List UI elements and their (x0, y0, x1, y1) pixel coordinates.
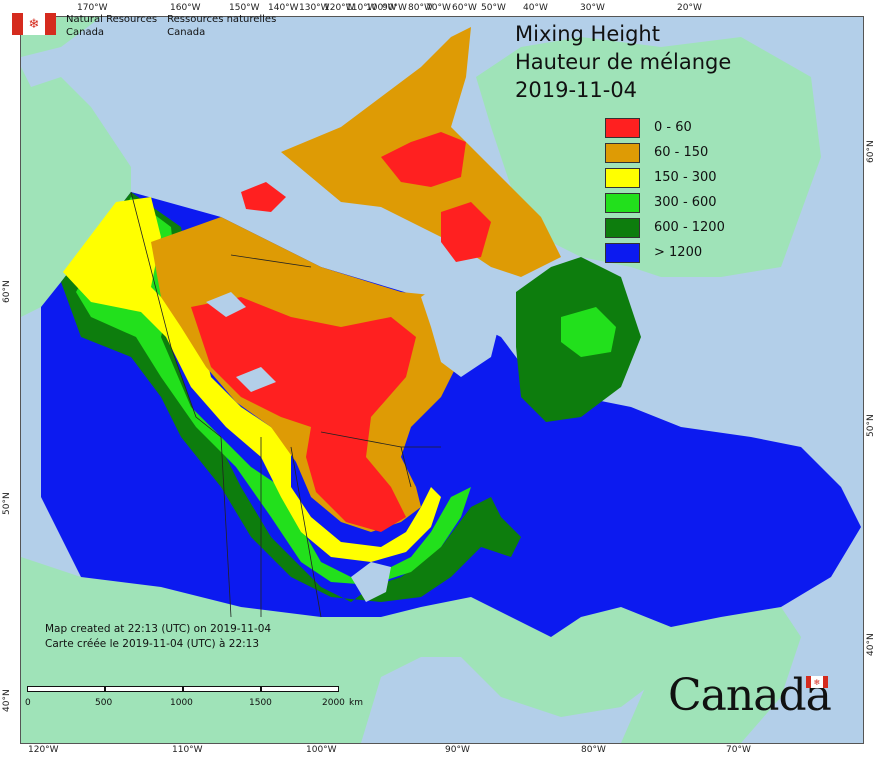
agency-fr-line2: Canada (167, 27, 206, 38)
legend-label: > 1200 (654, 245, 703, 260)
zone-150-300 (63, 197, 441, 562)
legend-label: 600 - 1200 (654, 220, 725, 235)
legend-item: 150 - 300 (605, 165, 725, 190)
legend-swatch (605, 192, 640, 213)
legend-item: > 1200 (605, 240, 725, 265)
scale-label: 0 (25, 698, 31, 708)
graticule-label-bottom: 110°W (172, 745, 203, 755)
graticule-label-top: 50°W (481, 3, 506, 13)
graticule-label-bottom: 120°W (28, 745, 59, 755)
graticule-label-top: 70°W (426, 3, 451, 13)
graticule-label-top: 90°W (382, 3, 407, 13)
greenland-land (476, 37, 821, 277)
scale-label: 500 (95, 698, 113, 708)
graticule-label-right: 50°N (866, 414, 876, 437)
canada-flag-icon: ❄ (12, 13, 56, 35)
legend: 0 - 60 60 - 150 150 - 300 300 - 600 600 - 12… (605, 115, 725, 265)
graticule-label-bottom: 80°W (581, 745, 606, 755)
zone-0-60-baffin (441, 202, 491, 262)
agency-name-en: Natural Resources Canada (66, 13, 157, 39)
scale-label: 2000 (322, 698, 345, 708)
legend-swatch (605, 217, 640, 238)
title-en: Mixing Height (515, 22, 660, 46)
agency-signature: ❄ Natural Resources Canada Ressources na… (12, 13, 276, 39)
canada-wordmark: Canada (668, 670, 832, 721)
agency-fr-line1: Ressources naturelles (167, 14, 277, 25)
hudson-bay (421, 277, 501, 377)
province-borders (130, 191, 441, 618)
zone-0-60-arctic (381, 132, 466, 187)
graticule-label-top: 170°W (77, 3, 108, 13)
map-creation-note: Map created at 22:13 (UTC) on 2019-11-04… (45, 622, 271, 652)
legend-item: 300 - 600 (605, 190, 725, 215)
graticule-label-top: 150°W (229, 3, 260, 13)
great-slave-lake (236, 367, 276, 392)
legend-swatch (605, 142, 640, 163)
zone-0-60-islands (241, 182, 286, 212)
legend-swatch (605, 242, 640, 263)
legend-label: 300 - 600 (654, 195, 717, 210)
agency-name-fr: Ressources naturelles Canada (167, 13, 276, 39)
legend-swatch (605, 167, 640, 188)
legend-item: 60 - 150 (605, 140, 725, 165)
graticule-label-left: 60°N (2, 280, 12, 303)
scale-segment (27, 686, 105, 692)
great-lakes (351, 562, 391, 602)
graticule-label-bottom: 100°W (306, 745, 337, 755)
scale-segment (105, 686, 183, 692)
graticule-label-top: 30°W (580, 3, 605, 13)
graticule-label-top: 20°W (677, 3, 702, 13)
scale-segment (261, 686, 339, 692)
graticule-label-top: 160°W (170, 3, 201, 13)
legend-swatch (605, 117, 640, 138)
scale-label: 1500 (249, 698, 272, 708)
agency-en-line1: Natural Resources (66, 14, 158, 25)
creation-note-en: Map created at 22:13 (UTC) on 2019-11-04 (45, 623, 272, 635)
zone-0-60 (191, 297, 416, 532)
graticule-label-top: 130°W (299, 3, 330, 13)
map-title: Mixing Height Hauteur de mélange 2019-11… (515, 20, 731, 104)
legend-label: 60 - 150 (654, 145, 709, 160)
scale-unit: km (349, 698, 363, 708)
title-date: 2019-11-04 (515, 78, 638, 102)
scale-bar: 0 500 1000 1500 2000 km (25, 686, 363, 708)
graticule-label-top: 110°W (346, 3, 377, 13)
legend-label: 150 - 300 (654, 170, 717, 185)
canada-wordmark-flag-icon: ❄ (806, 676, 828, 688)
graticule-label-top: 140°W (268, 3, 299, 13)
usa-east-land (621, 607, 801, 743)
legend-item: 600 - 1200 (605, 215, 725, 240)
graticule-label-top: 100°W (366, 3, 397, 13)
graticule-label-top: 60°W (452, 3, 477, 13)
map-canvas[interactable] (20, 16, 864, 744)
graticule-label-left: 40°N (2, 689, 12, 712)
scale-segment (183, 686, 261, 692)
creation-note-fr: Carte créée le 2019-11-04 (UTC) à 22:13 (45, 638, 260, 650)
graticule-label-top: 80°W (408, 3, 433, 13)
graticule-label-left: 50°N (2, 492, 12, 515)
alaska-land (21, 67, 131, 317)
great-bear-lake (206, 292, 246, 317)
graticule-label-top: 40°W (523, 3, 548, 13)
usa-land (21, 557, 671, 743)
legend-label: 0 - 60 (654, 120, 692, 135)
legend-item: 0 - 60 (605, 115, 725, 140)
graticule-label-bottom: 70°W (726, 745, 751, 755)
graticule-label-bottom: 90°W (445, 745, 470, 755)
map-drawing (21, 17, 863, 743)
graticule-label-top: 120°W (324, 3, 355, 13)
zone-300-600-east (561, 307, 616, 357)
title-fr: Hauteur de mélange (515, 50, 732, 74)
scale-label: 1000 (170, 698, 193, 708)
agency-en-line2: Canada (66, 27, 105, 38)
graticule-label-right: 40°N (866, 633, 876, 656)
graticule-label-right: 60°N (866, 140, 876, 163)
